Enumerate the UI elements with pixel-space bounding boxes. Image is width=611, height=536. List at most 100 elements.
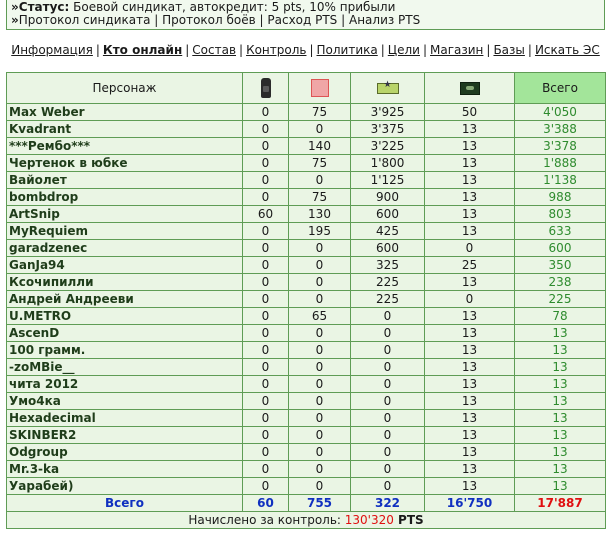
cell-col2: 0 (288, 409, 351, 427)
cell-col3: 0 (350, 392, 425, 410)
cell-total: 350 (514, 256, 606, 274)
nav-bases[interactable]: Базы (493, 43, 525, 57)
cell-col4: 25 (424, 256, 515, 274)
character-name[interactable]: Вайолет (6, 171, 243, 189)
cell-col1: 0 (242, 137, 289, 155)
table-row: Max Weber 0 75 3'925 50 4'050 (6, 103, 606, 121)
header-col3 (350, 72, 425, 104)
status-label: Статус: (18, 0, 70, 14)
character-name[interactable]: bombdrop (6, 188, 243, 206)
cell-col2: 195 (288, 222, 351, 240)
cell-col1: 0 (242, 188, 289, 206)
character-name[interactable]: ***Рембо*** (6, 137, 243, 155)
table-row: Mr.3-ka 0 0 0 13 13 (6, 460, 606, 478)
character-name[interactable]: AscenD (6, 324, 243, 342)
cell-total: 13 (514, 375, 606, 393)
table-row: Чертенок в юбке 0 75 1'800 13 1'888 (6, 154, 606, 172)
character-name[interactable]: Андрей Андрееви (6, 290, 243, 308)
table-row: AscenD 0 0 0 13 13 (6, 324, 606, 342)
character-name[interactable]: Ксочипилли (6, 273, 243, 291)
cell-col2: 0 (288, 426, 351, 444)
character-name[interactable]: U.METRO (6, 307, 243, 325)
cell-col4: 13 (424, 137, 515, 155)
cell-col4: 13 (424, 222, 515, 240)
character-name[interactable]: ArtSnip (6, 205, 243, 223)
cell-col2: 0 (288, 256, 351, 274)
link-pts-expense[interactable]: Расход PTS (267, 13, 338, 27)
cell-col2: 0 (288, 273, 351, 291)
footer-value: 130'320 (344, 513, 394, 527)
table-row: Андрей Андрееви 0 0 225 0 225 (6, 290, 606, 308)
pts-table: Персонаж Всего Max Weber0753'925504'050K… (6, 72, 606, 529)
table-row: Уарабей) 0 0 0 13 13 (6, 477, 606, 495)
cell-col2: 0 (288, 392, 351, 410)
table-row: U.METRO 0 65 0 13 78 (6, 307, 606, 325)
character-name[interactable]: garadzenec (6, 239, 243, 257)
cell-total: 13 (514, 392, 606, 410)
nav-search-es[interactable]: Искать ЭС (534, 43, 600, 57)
nav-control[interactable]: Контроль (246, 43, 307, 57)
cell-col4: 13 (424, 120, 515, 138)
nav-who-online[interactable]: Кто онлайн (102, 43, 183, 57)
character-name[interactable]: 100 грамм. (6, 341, 243, 359)
cell-total: 1'888 (514, 154, 606, 172)
link-pts-analysis[interactable]: Анализ PTS (348, 13, 421, 27)
cell-col4: 13 (424, 426, 515, 444)
character-name[interactable]: Уарабей) (6, 477, 243, 495)
character-name[interactable]: чита 2012 (6, 375, 243, 393)
cell-col3: 225 (350, 290, 425, 308)
sum-col2: 755 (288, 494, 351, 512)
status-text: Боевой синдикат, автокредит: 5 pts, 10% … (69, 0, 396, 14)
cell-col1: 60 (242, 205, 289, 223)
cell-col4: 13 (424, 171, 515, 189)
status-line: »Статус: Боевой синдикат, автокредит: 5 … (11, 0, 395, 15)
character-name[interactable]: -zoMBie__ (6, 358, 243, 376)
nav-shop[interactable]: Магазин (430, 43, 484, 57)
cell-total: 3'378 (514, 137, 606, 155)
sum-col3: 322 (350, 494, 425, 512)
header-total: Всего (514, 72, 606, 104)
cell-total: 13 (514, 341, 606, 359)
cell-col1: 0 (242, 324, 289, 342)
cell-col1: 0 (242, 154, 289, 172)
nav-members[interactable]: Состав (192, 43, 237, 57)
nav-politics[interactable]: Политика (316, 43, 378, 57)
cell-col1: 0 (242, 120, 289, 138)
link-syndicate-protocol[interactable]: Протокол синдиката (18, 13, 151, 27)
table-row: Умо4ка 0 0 0 13 13 (6, 392, 606, 410)
cell-col4: 13 (424, 188, 515, 206)
character-name[interactable]: Чертенок в юбке (6, 154, 243, 172)
character-name[interactable]: GanJa94 (6, 256, 243, 274)
link-battle-protocol[interactable]: Протокол боёв (162, 13, 256, 27)
character-name[interactable]: Умо4ка (6, 392, 243, 410)
character-name[interactable]: SKINBER2 (6, 426, 243, 444)
cell-col2: 0 (288, 171, 351, 189)
character-name[interactable]: Kvadrant (6, 120, 243, 138)
table-row: GanJa94 0 0 325 25 350 (6, 256, 606, 274)
cell-col2: 75 (288, 154, 351, 172)
character-name[interactable]: Odgroup (6, 443, 243, 461)
cell-col1: 0 (242, 273, 289, 291)
cell-col3: 3'375 (350, 120, 425, 138)
character-name[interactable]: Mr.3-ka (6, 460, 243, 478)
table-header-row: Персонаж Всего (6, 72, 606, 104)
sum-col1: 60 (242, 494, 289, 512)
table-row: -zoMBie__ 0 0 0 13 13 (6, 358, 606, 376)
cell-col3: 600 (350, 239, 425, 257)
cell-col3: 0 (350, 324, 425, 342)
cell-col1: 0 (242, 239, 289, 257)
cell-total: 13 (514, 426, 606, 444)
cell-col2: 0 (288, 477, 351, 495)
table-row: MyRequiem 0 195 425 13 633 (6, 222, 606, 240)
cell-col1: 0 (242, 290, 289, 308)
cell-total: 4'050 (514, 103, 606, 121)
nav-info[interactable]: Информация (11, 43, 93, 57)
character-name[interactable]: Max Weber (6, 103, 243, 121)
character-name[interactable]: Hexadecimal (6, 409, 243, 427)
nav-goals[interactable]: Цели (387, 43, 420, 57)
cell-col3: 0 (350, 460, 425, 478)
cell-total: 225 (514, 290, 606, 308)
table-row: ArtSnip 60 130 600 13 803 (6, 205, 606, 223)
character-name[interactable]: MyRequiem (6, 222, 243, 240)
ticket-icon (376, 80, 399, 94)
